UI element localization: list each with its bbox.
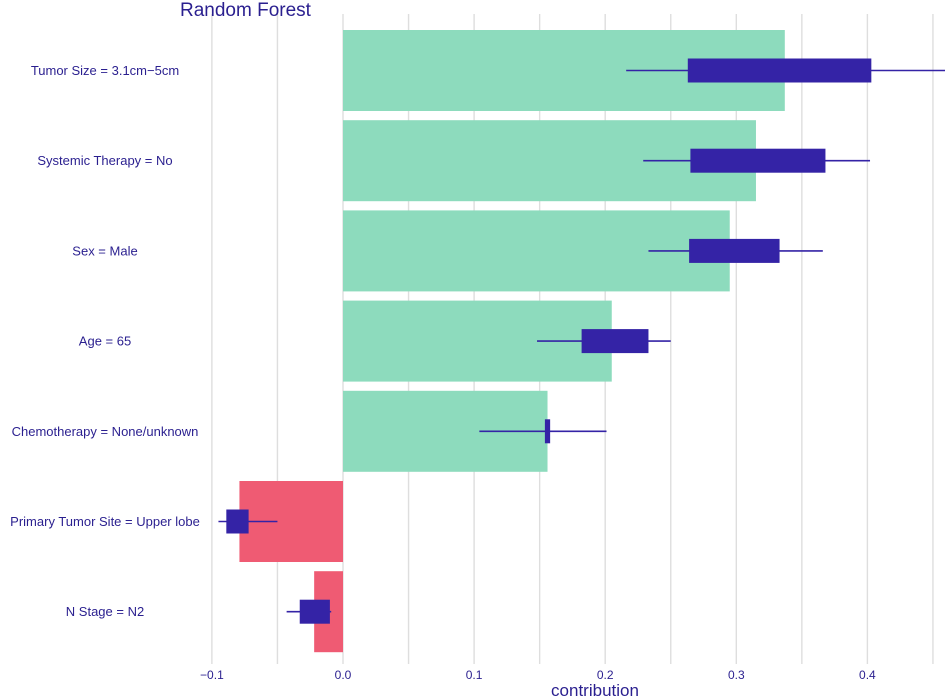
box <box>226 509 249 534</box>
category-label: Tumor Size = 3.1cm−5cm <box>31 63 179 78</box>
x-tick-label: 0.4 <box>859 668 876 682</box>
category-label: Systemic Therapy = No <box>37 153 172 168</box>
box <box>581 329 649 354</box>
boxplots <box>218 58 945 624</box>
x-tick-label: 0.3 <box>728 668 745 682</box>
box <box>299 599 330 624</box>
category-label: Sex = Male <box>72 243 137 258</box>
x-tick-label: 0.0 <box>335 668 352 682</box>
x-tick-label: −0.1 <box>200 668 224 682</box>
bars <box>239 30 785 653</box>
chart-title: Random Forest <box>180 0 312 21</box>
box <box>690 148 826 173</box>
x-axis-label: contribution <box>551 681 639 697</box>
x-tick-labels: −0.1 0.0 0.1 0.2 0.3 0.4 <box>200 668 876 682</box>
x-tick-label: 0.2 <box>597 668 614 682</box>
x-tick-label: 0.1 <box>466 668 483 682</box>
box <box>687 58 872 83</box>
category-label: Age = 65 <box>79 334 131 349</box>
box <box>544 419 551 444</box>
category-label: N Stage = N2 <box>66 604 144 619</box>
category-label: Chemotherapy = None/unknown <box>12 424 199 439</box>
category-labels: Tumor Size = 3.1cm−5cm Systemic Therapy =… <box>10 63 200 619</box>
box <box>689 238 780 263</box>
category-label: Primary Tumor Site = Upper lobe <box>10 514 200 529</box>
